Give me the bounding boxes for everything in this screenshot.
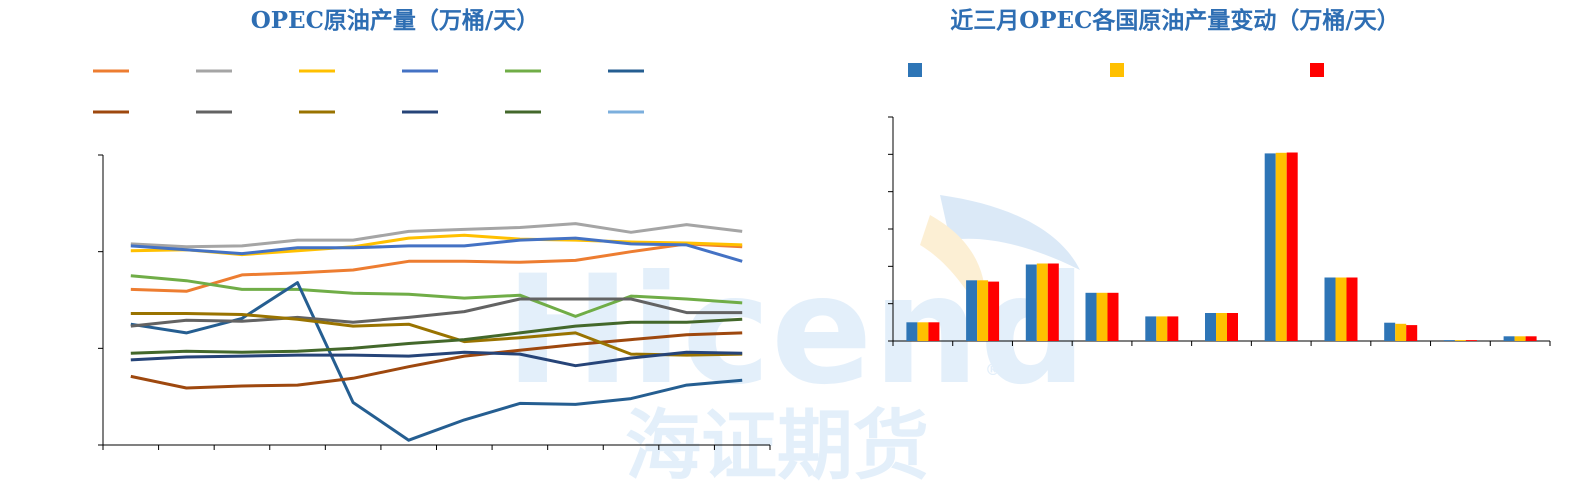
line-chart-axes <box>98 154 771 450</box>
bar-chart-title: 近三月OPEC各国原油产量变动（万桶/天） <box>950 7 1400 34</box>
bar-2026年1月-尼日利亚 <box>1227 313 1238 341</box>
line-chart: OPEC原油产量（万桶/天） <box>93 7 771 450</box>
bar-2025年12月-阿尔及利亚 <box>917 322 929 341</box>
legend-swatch-2025年12月 <box>1110 63 1124 77</box>
bar-2025年11月-加蓬 <box>1503 336 1515 341</box>
series-line-2022 <box>130 297 743 328</box>
bar-2026年1月-沙特阿拉伯 <box>1286 152 1298 341</box>
series-line-2016 <box>130 222 743 249</box>
legend-swatch-2025年11月 <box>908 63 922 77</box>
series-line-2021 <box>130 331 743 390</box>
bar-2026年1月-伊拉克 <box>1047 263 1059 341</box>
bar-2026年1月-伊朗 <box>988 281 1000 341</box>
bar-2026年1月-阿尔及利亚 <box>928 322 940 341</box>
line-chart-legend <box>93 69 644 114</box>
bar-2025年11月-委内瑞拉 <box>1384 322 1396 341</box>
line-chart-title: OPEC原油产量（万桶/天） <box>251 7 540 34</box>
bar-2026年1月-科威特 <box>1107 292 1119 341</box>
bar-2025年12月-委内瑞拉 <box>1395 323 1407 341</box>
bar-2025年11月-赤道几内亚 <box>1443 340 1455 341</box>
bar-chart-bars-group <box>906 152 1537 341</box>
bar-2025年12月-尼日利亚 <box>1216 313 1227 341</box>
bar-2025年11月-伊朗 <box>966 280 978 341</box>
bar-2026年1月-阿联酋 <box>1346 277 1358 341</box>
bar-2025年12月-赤道几内亚 <box>1454 340 1466 341</box>
bar-2025年12月-科威特 <box>1096 292 1108 341</box>
series-line-2019 <box>130 274 743 318</box>
bar-2025年12月-阿联酋 <box>1335 277 1347 341</box>
bar-2026年1月-利比亚 <box>1167 316 1179 341</box>
series-line-2025 <box>130 317 743 355</box>
bar-chart-legend <box>908 63 1324 77</box>
series-line-2018 <box>130 236 743 263</box>
legend-swatch-2026年1月 <box>1310 63 1324 77</box>
watermark-registered-mark: ® <box>985 360 1001 379</box>
bar-2025年11月-科威特 <box>1085 292 1097 341</box>
bar-2025年12月-沙特阿拉伯 <box>1275 152 1287 341</box>
bar-chart: 近三月OPEC各国原油产量变动（万桶/天） <box>888 7 1551 346</box>
bar-2026年1月-赤道几内亚 <box>1465 340 1477 341</box>
bar-2025年11月-尼日利亚 <box>1205 313 1216 341</box>
bar-2025年11月-伊拉克 <box>1025 264 1037 341</box>
bar-2025年12月-伊朗 <box>977 280 989 341</box>
bar-2026年1月-加蓬 <box>1525 336 1537 341</box>
series-line-2015 <box>130 242 743 293</box>
bar-2025年11月-阿联酋 <box>1324 277 1336 341</box>
bar-2025年12月-加蓬 <box>1514 336 1526 341</box>
watermark-logo-shape <box>940 195 1080 270</box>
bar-2025年12月-利比亚 <box>1156 316 1168 341</box>
line-chart-series-group <box>130 222 743 442</box>
series-line-2023 <box>130 312 743 357</box>
bar-2025年12月-伊拉克 <box>1036 263 1048 341</box>
bar-2026年1月-委内瑞拉 <box>1406 325 1418 341</box>
series-line-2024 <box>130 350 743 368</box>
bar-2025年11月-阿尔及利亚 <box>906 322 918 341</box>
bar-2025年11月-沙特阿拉伯 <box>1264 153 1276 341</box>
watermark-text: Hicend <box>505 244 1087 418</box>
bar-2025年11月-利比亚 <box>1145 316 1157 341</box>
